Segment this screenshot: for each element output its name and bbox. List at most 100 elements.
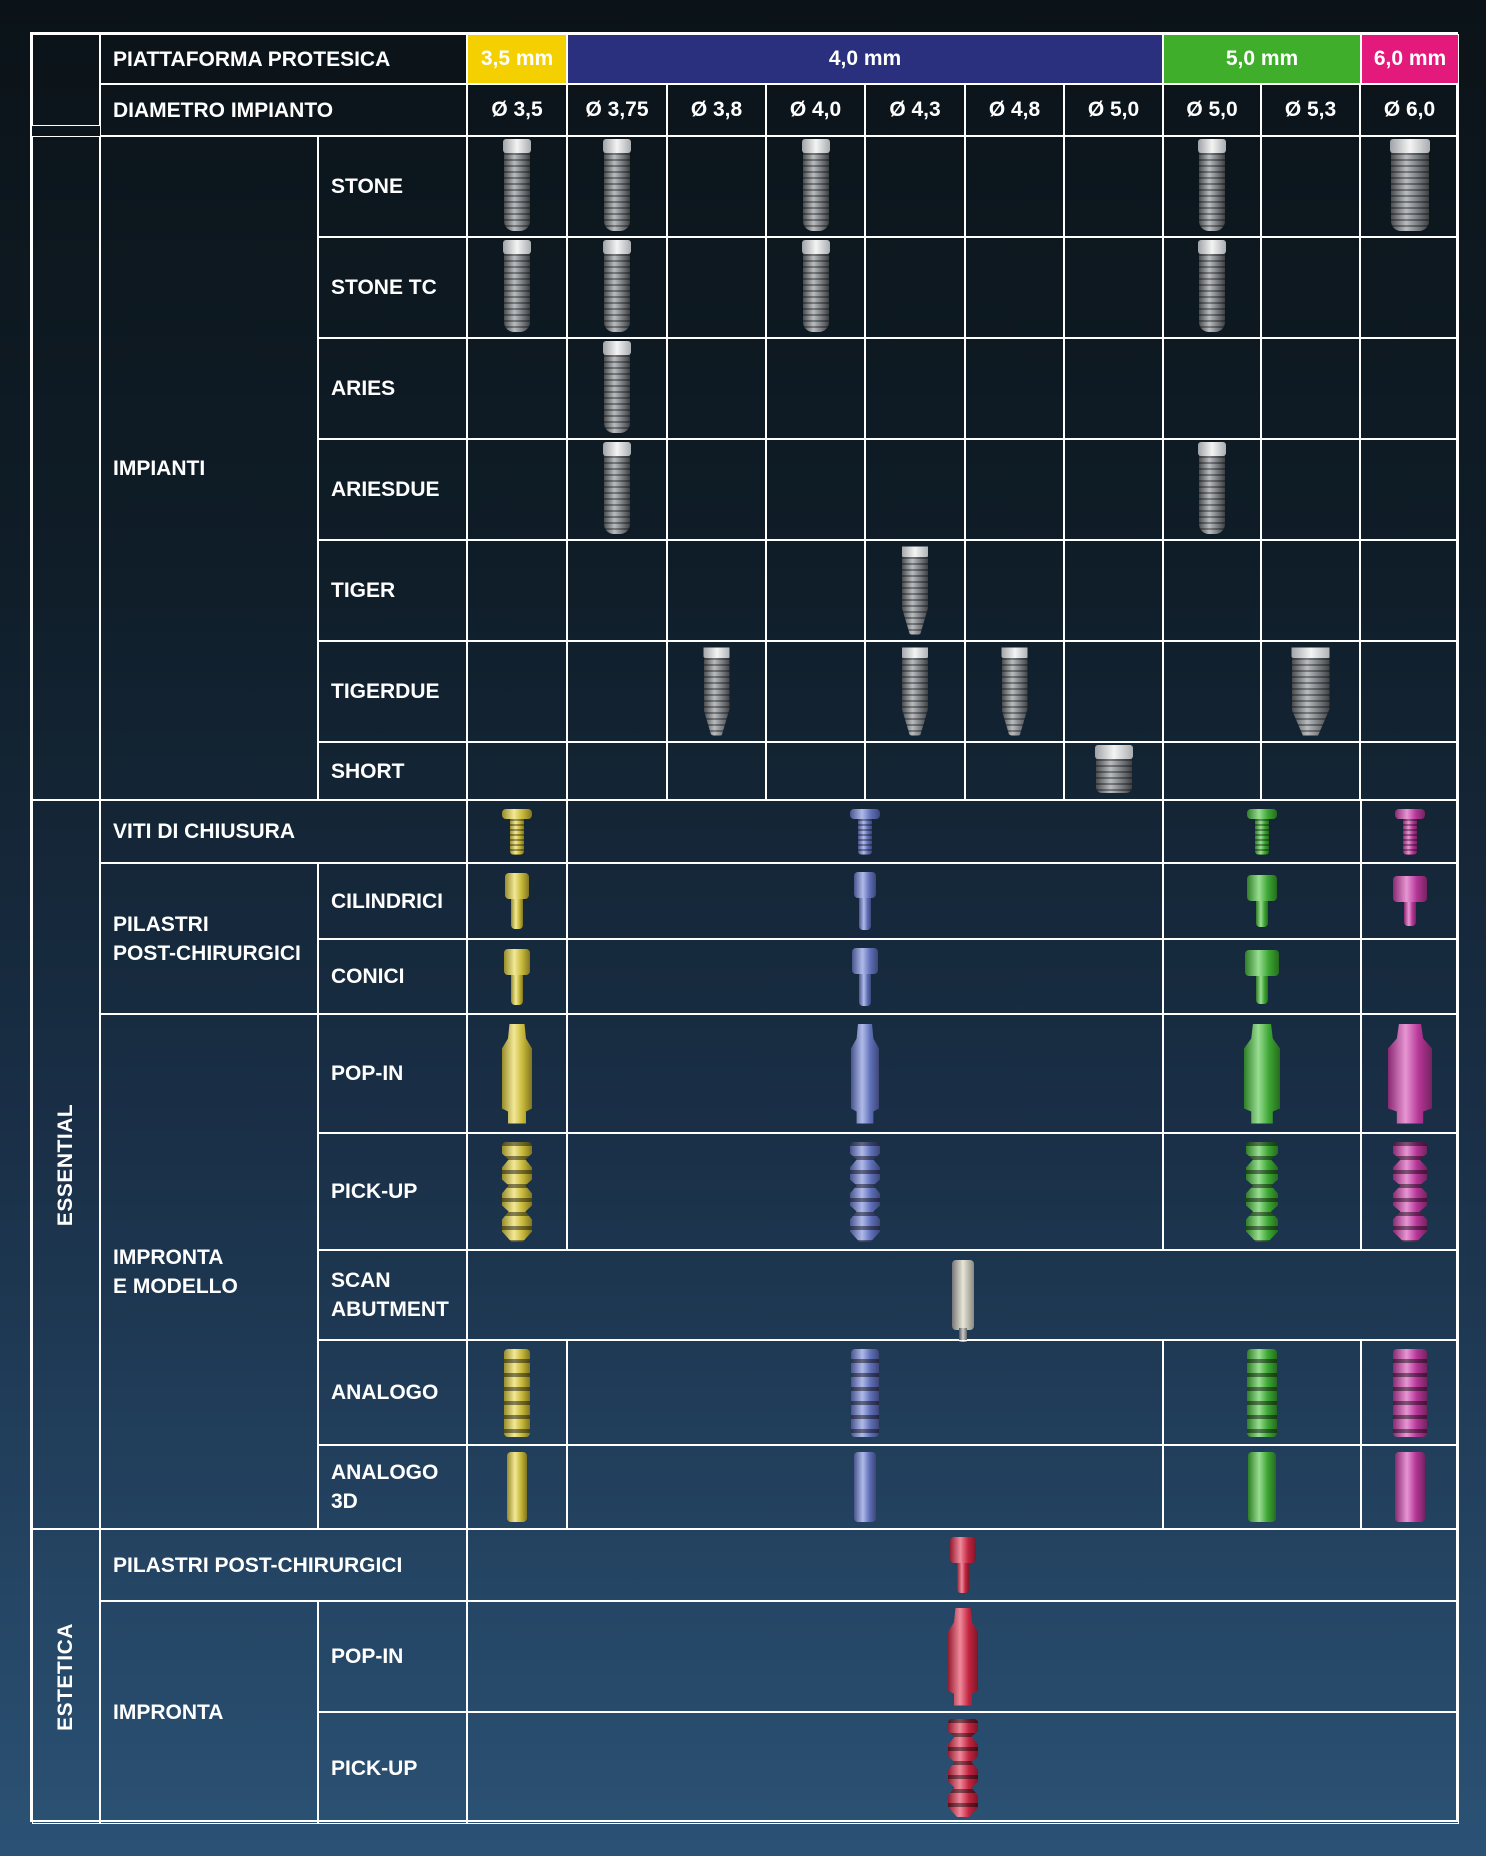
group-estetica-impronta-text: IMPRONTA <box>113 1701 224 1724</box>
row-label-stone-tc-text: STONE TC <box>331 276 437 299</box>
analogo-cell-2 <box>567 1340 1163 1445</box>
platform-size: 6,0 mm <box>1373 47 1447 70</box>
row-label-pop-in: POP-IN <box>318 1014 467 1133</box>
implant-cell-aries-1 <box>467 338 567 439</box>
group-pilastri: PILASTRI POST-CHIRURGICI <box>100 863 318 1014</box>
pop-in-cell-2 <box>567 1014 1163 1133</box>
implant-cell-stone-tc-7 <box>1064 237 1163 338</box>
dental-implant-icon <box>703 647 730 736</box>
diameter-label: DIAMETRO IMPIANTO <box>100 84 467 136</box>
estetica-pilastri-cell <box>467 1529 1459 1601</box>
row-label-aries: ARIES <box>318 338 467 439</box>
diameter-col-2: Ø 3,75 <box>567 84 667 136</box>
viti-cell-2 <box>567 800 1163 863</box>
diameter-col-4: Ø 4,0 <box>766 84 865 136</box>
implant-cell-ariesdue-5 <box>865 439 965 540</box>
row-label-cilindrici-text: CILINDRICI <box>331 889 443 913</box>
viti-cell-3 <box>1163 800 1361 863</box>
diameter-value: Ø 3,75 <box>585 98 649 121</box>
impression-coping-icon <box>1388 1023 1432 1124</box>
impression-coping-icon <box>851 1023 879 1124</box>
diameter-col-1: Ø 3,5 <box>467 84 567 136</box>
platform-header-3: 5,0 mm <box>1163 34 1361 84</box>
diameter-value: Ø 4,0 <box>789 98 842 121</box>
healing-abutment-icon <box>1247 875 1277 927</box>
row-label-scan-abutment-text-line-2: ABUTMENT <box>331 1298 449 1321</box>
implant-analog-icon <box>1393 1348 1427 1437</box>
implant-cell-tiger-6 <box>965 540 1064 641</box>
implant-cell-short-4 <box>766 742 865 800</box>
implant-cell-tiger-9 <box>1261 540 1360 641</box>
dental-implant-icon <box>1198 138 1226 231</box>
impression-coping-icon <box>850 1141 880 1242</box>
group-pilastri-text-line-2: POST-CHIRURGICI <box>113 941 301 965</box>
group-estetica-pilastri-text: PILASTRI POST-CHIRURGICI <box>113 1553 403 1577</box>
implant-cell-stone-tc-9 <box>1261 237 1360 338</box>
row-label-short-text: SHORT <box>331 759 405 783</box>
implant-cell-ariesdue-3 <box>667 439 766 540</box>
implant-cell-stone-3 <box>667 136 766 237</box>
estetica-pick-up-cell <box>467 1712 1459 1824</box>
implant-cell-stone-9 <box>1261 136 1360 237</box>
group-pilastri-text-line-1: PILASTRI <box>113 912 209 936</box>
implant-cell-stone-1 <box>467 136 567 237</box>
implant-cell-aries-3 <box>667 338 766 439</box>
group-impianti: IMPIANTI <box>100 136 318 800</box>
row-label-tigerdue: TIGERDUE <box>318 641 467 742</box>
healing-screw-icon <box>1395 808 1425 855</box>
dental-implant-icon <box>902 546 928 635</box>
diameter-value: Ø 3,8 <box>690 98 743 121</box>
implant-cell-stone-10 <box>1360 136 1459 237</box>
group-estetica-impronta: IMPRONTA <box>100 1601 318 1824</box>
row-label-ariesdue-text: ARIESDUE <box>331 478 440 501</box>
implant-cell-short-5 <box>865 742 965 800</box>
row-label-short: SHORT <box>318 742 467 800</box>
platform-label: PIATTAFORMA PROTESICA <box>100 34 467 84</box>
implant-cell-ariesdue-10 <box>1360 439 1459 540</box>
implant-cell-tiger-10 <box>1360 540 1459 641</box>
healing-screw-icon <box>1247 808 1277 855</box>
group-impronta-modello: IMPRONTA E MODELLO <box>100 1014 318 1529</box>
section-essential-label: ESSENTIAL <box>54 1103 78 1226</box>
conici-cell-3 <box>1163 939 1361 1014</box>
section-estetica: ESTETICA <box>32 1529 100 1824</box>
healing-abutment-icon <box>505 873 529 929</box>
pick-up-cell-1 <box>467 1133 567 1250</box>
platform-label-text: PIATTAFORMA PROTESICA <box>113 47 391 71</box>
impression-coping-icon <box>502 1141 532 1242</box>
pop-in-cell-4 <box>1361 1014 1459 1133</box>
implant-cell-tigerdue-10 <box>1360 641 1459 742</box>
platform-header-1: 3,5 mm <box>467 34 567 84</box>
row-label-estetica-pop-in-text: POP-IN <box>331 1645 404 1668</box>
row-label-cilindrici: CILINDRICI <box>318 863 467 939</box>
implant-cell-short-1 <box>467 742 567 800</box>
implant-cell-stone-tc-8 <box>1163 237 1261 338</box>
row-label-stone: STONE <box>318 136 467 237</box>
conici-cell-1 <box>467 939 567 1014</box>
implant-cell-ariesdue-6 <box>965 439 1064 540</box>
implant-cell-stone-7 <box>1064 136 1163 237</box>
diameter-value: Ø 5,3 <box>1284 98 1337 121</box>
row-label-tiger: TIGER <box>318 540 467 641</box>
implant-cell-stone-tc-2 <box>567 237 667 338</box>
row-label-estetica-pop-in: POP-IN <box>318 1601 467 1712</box>
implant-cell-aries-5 <box>865 338 965 439</box>
dental-implant-icon <box>503 138 531 231</box>
dental-implant-icon <box>603 138 631 231</box>
row-label-conici-text: CONICI <box>331 965 405 988</box>
implant-cell-tigerdue-4 <box>766 641 865 742</box>
implant-cell-short-8 <box>1163 742 1261 800</box>
row-label-scan-abutment-text-line-1: SCAN <box>331 1269 391 1292</box>
row-label-stone-text: STONE <box>331 175 403 198</box>
implant-compatibility-table: PIATTAFORMA PROTESICA DIAMETRO IMPIANTO 3,… <box>30 32 1459 1824</box>
platform-size: 4,0 mm <box>828 47 902 70</box>
implant-cell-tigerdue-9 <box>1261 641 1360 742</box>
implant-cell-tiger-1 <box>467 540 567 641</box>
dental-implant-icon <box>603 239 631 332</box>
diameter-value: Ø 5,0 <box>1087 98 1140 121</box>
healing-abutment-icon <box>1393 876 1427 926</box>
row-label-aries-text: ARIES <box>331 377 396 400</box>
implant-cell-aries-9 <box>1261 338 1360 439</box>
row-label-tiger-text: TIGER <box>331 579 396 602</box>
platform-header-2: 4,0 mm <box>567 34 1163 84</box>
